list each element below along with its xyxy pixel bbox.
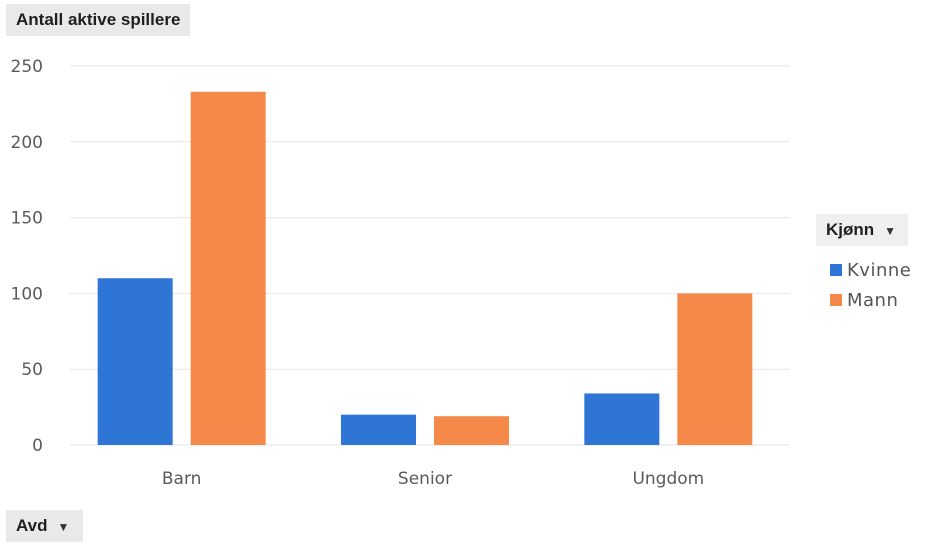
chart-legend: Kvinne Mann <box>830 256 911 316</box>
legend-swatch-mann <box>830 294 842 306</box>
y-tick-label: 150 <box>11 209 43 229</box>
bar-mann-ungdom[interactable] <box>677 293 753 445</box>
legend-label-mann: Mann <box>847 289 899 311</box>
x-tick-label: Barn <box>162 469 202 489</box>
row-field-button[interactable]: Avd ▼ <box>6 510 84 542</box>
dropdown-arrow-icon[interactable]: ▼ <box>884 224 897 238</box>
legend-item-mann[interactable]: Mann <box>830 286 911 314</box>
dropdown-arrow-icon[interactable]: ▼ <box>57 520 70 534</box>
x-tick-label: Senior <box>398 469 452 489</box>
value-field-label: Antall aktive spillere <box>16 10 181 29</box>
row-field-label: Avd <box>16 516 48 535</box>
bar-kvinne-ungdom[interactable] <box>584 393 660 445</box>
bar-mann-barn[interactable] <box>190 91 266 445</box>
y-tick-label: 50 <box>21 360 43 380</box>
y-tick-label: 100 <box>11 284 43 304</box>
y-tick-label: 0 <box>32 436 43 456</box>
value-field-button[interactable]: Antall aktive spillere <box>6 4 191 36</box>
legend-field-button[interactable]: Kjønn ▼ <box>816 214 909 246</box>
bar-kvinne-barn[interactable] <box>97 278 173 445</box>
x-tick-label: Ungdom <box>632 469 704 489</box>
y-tick-label: 250 <box>11 57 43 77</box>
legend-field-label: Kjønn <box>826 220 875 239</box>
legend-label-kvinne: Kvinne <box>847 259 912 281</box>
legend-item-kvinne[interactable]: Kvinne <box>830 256 911 284</box>
bar-kvinne-senior[interactable] <box>341 414 416 445</box>
bar-mann-senior[interactable] <box>434 416 509 445</box>
legend-swatch-kvinne <box>830 264 842 276</box>
y-tick-label: 200 <box>11 133 43 153</box>
